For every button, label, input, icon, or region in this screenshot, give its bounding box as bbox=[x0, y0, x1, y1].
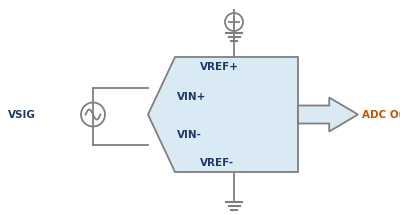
Text: VIN-: VIN- bbox=[177, 129, 202, 140]
Text: VSIG: VSIG bbox=[8, 109, 36, 120]
Polygon shape bbox=[148, 57, 298, 172]
Polygon shape bbox=[298, 97, 358, 132]
Text: VREF+: VREF+ bbox=[200, 62, 239, 72]
Text: VIN+: VIN+ bbox=[177, 92, 206, 101]
Text: VREF-: VREF- bbox=[200, 158, 234, 168]
Text: ADC Output Data: ADC Output Data bbox=[362, 109, 400, 120]
